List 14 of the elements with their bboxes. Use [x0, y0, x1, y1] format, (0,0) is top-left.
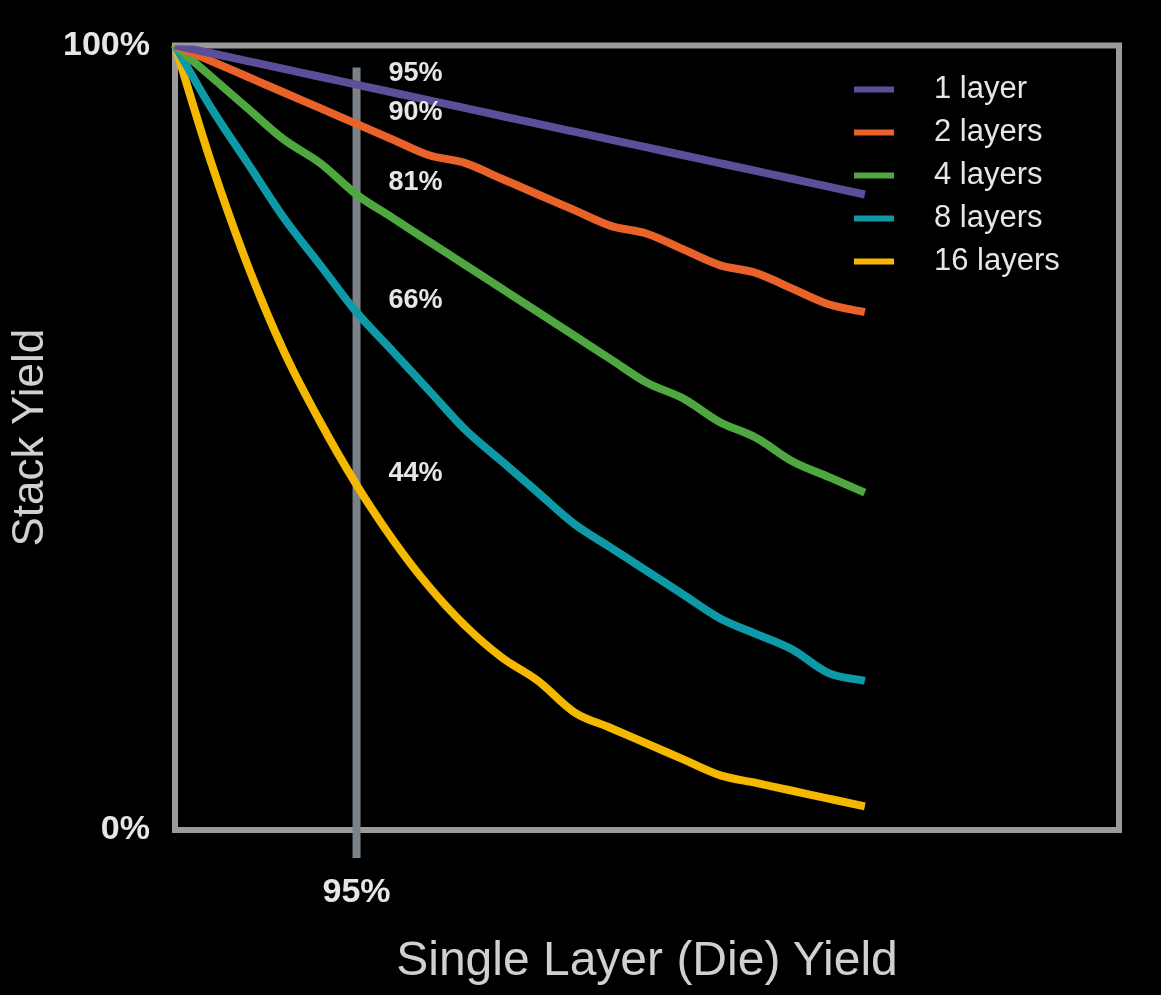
legend-label: 1 layer	[934, 69, 1028, 105]
x-axis-title: Single Layer (Die) Yield	[396, 932, 898, 986]
annotation: 90%	[388, 95, 443, 126]
annotation: 44%	[388, 456, 443, 487]
y-tick-label: 0%	[100, 808, 150, 847]
annotation: 81%	[388, 166, 443, 197]
legend-label: 4 layers	[934, 155, 1043, 191]
legend-label: 2 layers	[934, 112, 1043, 148]
annotation: 66%	[388, 284, 443, 315]
legend-label: 16 layers	[934, 241, 1060, 277]
y-axis-title: Stack Yield	[2, 328, 52, 547]
annotation: 95%	[388, 56, 443, 87]
y-tick-label: 100%	[63, 23, 150, 62]
legend-label: 8 layers	[934, 198, 1043, 234]
